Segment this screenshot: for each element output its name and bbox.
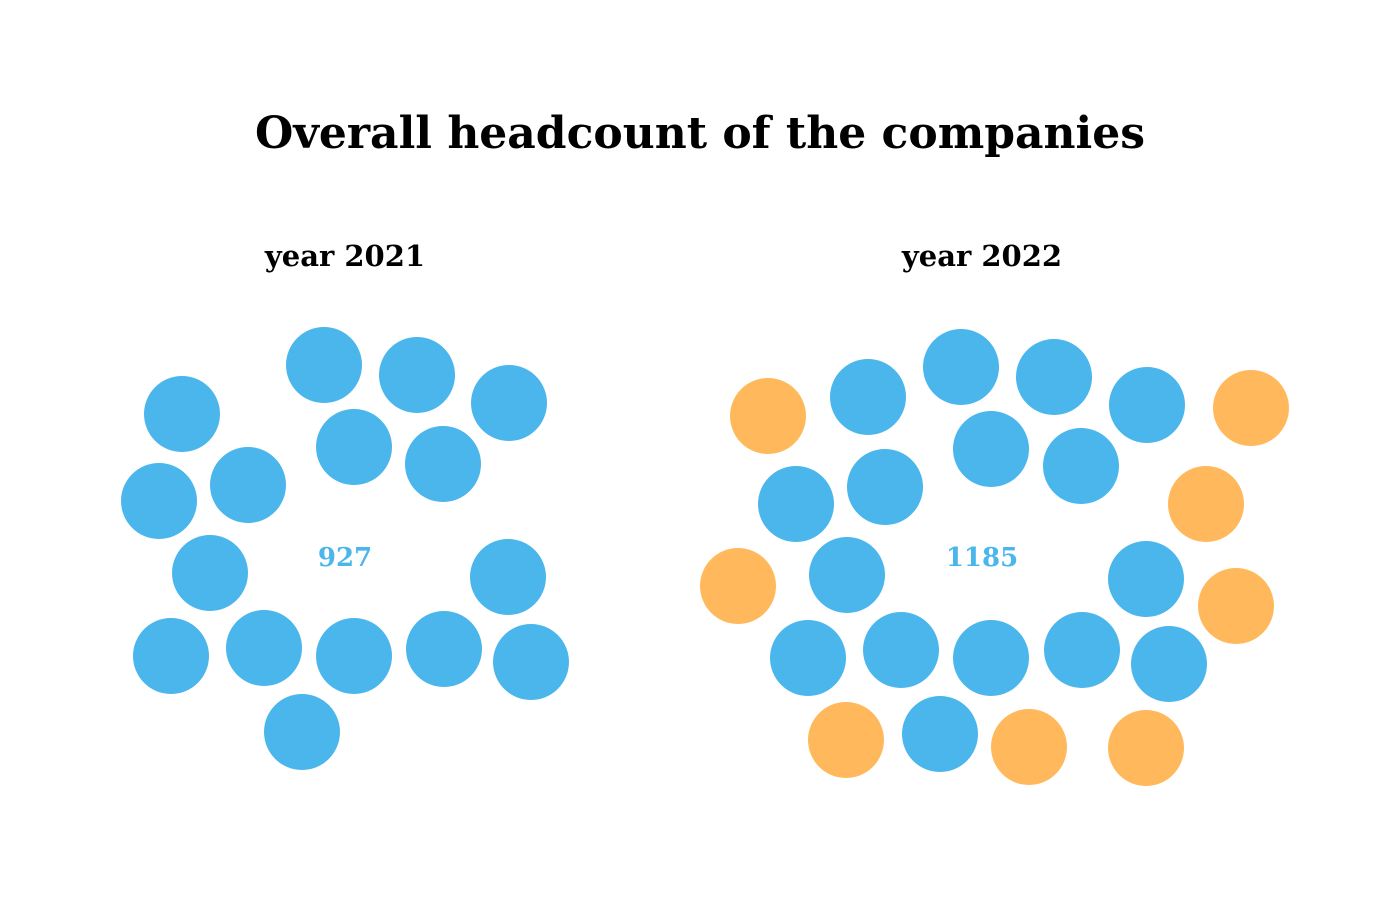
person-circle-blue — [863, 612, 939, 688]
chart-title: Overall headcount of the companies — [255, 108, 1145, 159]
person-circle-blue — [923, 329, 999, 405]
panel-2021-circles — [121, 327, 569, 770]
panel-2021-label: year 2021 — [264, 239, 425, 273]
person-circle-blue — [847, 449, 923, 525]
person-circle-blue — [121, 463, 197, 539]
person-circle-orange — [1198, 568, 1274, 644]
person-circle-blue — [406, 611, 482, 687]
person-circle-blue — [264, 694, 340, 770]
person-circle-blue — [953, 411, 1029, 487]
person-circle-blue — [953, 620, 1029, 696]
person-circle-blue — [379, 337, 455, 413]
person-circle-blue — [809, 537, 885, 613]
person-circle-blue — [1109, 367, 1185, 443]
panel-2022-headcount: 1185 — [946, 543, 1018, 573]
person-circle-blue — [316, 618, 392, 694]
person-circle-orange — [991, 709, 1067, 785]
person-circle-blue — [286, 327, 362, 403]
person-circle-orange — [700, 548, 776, 624]
person-circle-blue — [770, 620, 846, 696]
person-circle-blue — [172, 535, 248, 611]
person-circle-blue — [133, 618, 209, 694]
person-circle-orange — [730, 378, 806, 454]
person-circle-orange — [808, 702, 884, 778]
person-circle-blue — [470, 539, 546, 615]
person-circle-blue — [226, 610, 302, 686]
person-circle-orange — [1168, 466, 1244, 542]
person-circle-blue — [144, 376, 220, 452]
person-circle-blue — [493, 624, 569, 700]
person-circle-blue — [1043, 428, 1119, 504]
person-circle-blue — [471, 365, 547, 441]
person-circle-blue — [758, 466, 834, 542]
person-circle-orange — [1108, 710, 1184, 786]
person-circle-blue — [316, 409, 392, 485]
person-circle-blue — [1108, 541, 1184, 617]
panel-2022-circles — [700, 329, 1289, 786]
panel-2021-headcount: 927 — [318, 543, 372, 573]
person-circle-blue — [830, 359, 906, 435]
person-circle-blue — [210, 447, 286, 523]
person-circle-blue — [1044, 612, 1120, 688]
person-circle-blue — [405, 426, 481, 502]
person-circle-blue — [1131, 626, 1207, 702]
panel-2022-label: year 2022 — [901, 239, 1062, 273]
person-circle-blue — [902, 696, 978, 772]
person-circle-blue — [1016, 339, 1092, 415]
person-circle-orange — [1213, 370, 1289, 446]
